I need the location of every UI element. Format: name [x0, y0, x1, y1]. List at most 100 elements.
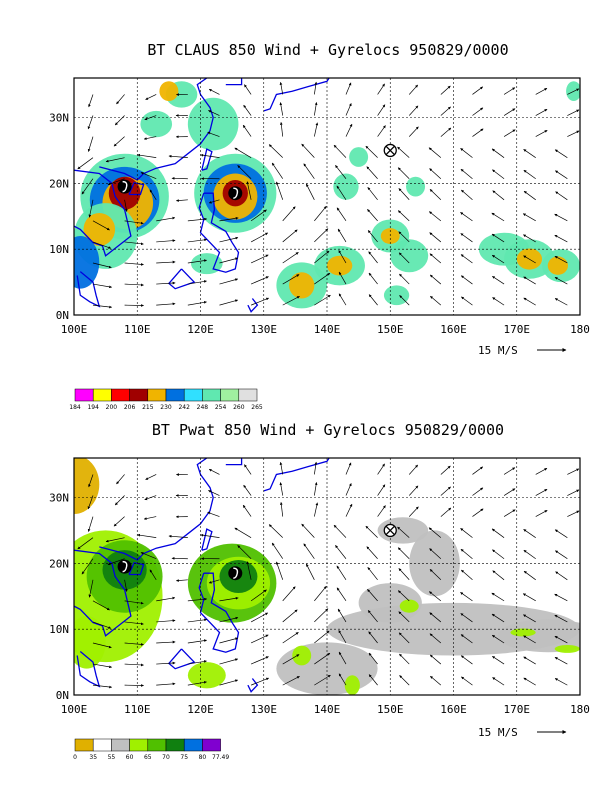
y-tick-label: 0N	[56, 689, 69, 702]
wind-vector	[408, 84, 419, 95]
wind-vector	[345, 503, 353, 517]
field-blob	[547, 256, 568, 275]
wind-vector	[366, 546, 378, 559]
wind-vector	[336, 587, 347, 602]
wind-vector	[491, 233, 505, 243]
wind-vector	[398, 611, 410, 623]
wind-vector	[279, 462, 284, 475]
wind-vector	[143, 136, 157, 140]
colorbar-swatch	[92, 388, 112, 402]
wind-vector	[523, 656, 536, 665]
coastline-segment	[128, 561, 145, 576]
wind-vector	[535, 488, 548, 496]
colorbar-swatch	[147, 388, 167, 402]
wind-vector	[523, 677, 536, 686]
wind-vector	[107, 178, 125, 186]
x-tick-label: 160E	[440, 323, 467, 336]
wind-vector	[337, 608, 347, 623]
wind-vector	[92, 283, 112, 289]
wind-vector	[77, 537, 94, 550]
wind-vector	[460, 592, 473, 602]
y-tick-label: 10N	[49, 623, 69, 636]
wind-vector	[275, 181, 284, 200]
field-blob	[497, 619, 580, 653]
colorbar-label: 230	[160, 404, 172, 411]
gyre-markers	[117, 523, 397, 581]
wind-vector	[368, 251, 378, 264]
field-blob	[74, 236, 100, 289]
wind-vector	[368, 631, 378, 644]
colorbar-swatch	[202, 738, 221, 752]
wind-vector	[107, 558, 125, 566]
wind-vector	[555, 170, 568, 180]
wind-vector	[491, 528, 505, 538]
wind-vector	[503, 129, 516, 137]
field-blob	[187, 97, 239, 151]
wind-vector	[282, 609, 298, 623]
wind-vector	[140, 552, 157, 560]
wind-vector	[113, 136, 125, 147]
wind-vector	[460, 148, 473, 158]
wind-vector	[408, 105, 419, 116]
wind-vector	[246, 181, 252, 200]
field-blob	[349, 147, 369, 167]
cyclone-symbol-swirl	[122, 560, 128, 573]
wind-vector	[87, 516, 94, 532]
wind-vector	[124, 241, 144, 246]
wind-vector	[440, 507, 452, 517]
cyclone-symbol	[228, 186, 243, 201]
wind-vector	[250, 677, 269, 686]
coastline-segment	[99, 458, 214, 561]
wind-vector	[408, 126, 419, 137]
wind-vector	[440, 486, 451, 496]
wind-vector	[429, 168, 442, 179]
wind-vector	[440, 85, 451, 95]
wind-vector	[124, 642, 144, 646]
wind-vector	[237, 165, 252, 179]
coastline-segment	[198, 572, 240, 653]
wind-vector	[314, 461, 318, 475]
coastline-segment	[167, 268, 196, 290]
wind-vector	[250, 276, 269, 285]
field-blob	[289, 272, 315, 299]
vector-reference: 15 M/S	[478, 344, 567, 357]
x-tick-label: 160E	[440, 703, 467, 716]
wind-vector	[377, 484, 386, 496]
wind-vector	[367, 209, 378, 222]
wind-vector	[429, 274, 442, 285]
x-tick-label: 130E	[251, 323, 278, 336]
wind-vector	[105, 157, 125, 163]
wind-vector	[337, 228, 347, 243]
colorbar-label: 65	[144, 754, 152, 761]
colorbar-label: 35	[89, 754, 97, 761]
wind-vector	[472, 128, 484, 137]
wind-vector	[242, 504, 252, 517]
wind-vector	[124, 220, 144, 225]
wind-vector	[219, 299, 239, 306]
colorbar-swatch	[220, 388, 240, 402]
wind-vector	[567, 510, 580, 517]
wind-vector	[567, 88, 580, 95]
wind-vector	[187, 660, 207, 665]
wind-vector	[187, 597, 208, 602]
wind-vector	[523, 529, 536, 538]
field-blob	[554, 644, 580, 653]
wind-vector	[408, 506, 419, 517]
field-blob	[510, 628, 536, 637]
y-tick-labels: 0N 10N 20N 30N	[49, 112, 69, 323]
wind-vector	[187, 238, 207, 243]
coastline-segment	[201, 148, 213, 171]
wind-vector	[368, 652, 378, 665]
wind-vector	[460, 613, 473, 623]
wind-vector	[429, 612, 442, 623]
wind-vector	[282, 676, 300, 686]
wind-vector	[567, 468, 580, 475]
vector-reference-label: 15 M/S	[478, 726, 518, 739]
wind-vector	[398, 568, 410, 581]
wind-vector	[503, 488, 516, 496]
wind-vector	[243, 104, 252, 116]
wind-vector	[314, 585, 327, 602]
coastline-segment	[128, 181, 145, 196]
wind-vector	[522, 213, 536, 222]
coastline-segment	[247, 298, 259, 313]
